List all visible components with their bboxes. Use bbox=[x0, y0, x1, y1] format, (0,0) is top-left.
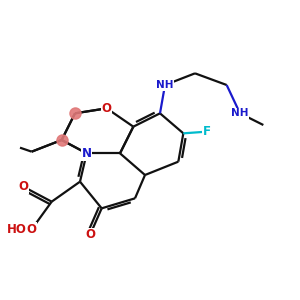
Text: O: O bbox=[102, 102, 112, 115]
Text: N: N bbox=[82, 147, 92, 160]
Text: HO: HO bbox=[7, 223, 27, 236]
Text: NH: NH bbox=[156, 80, 174, 90]
Text: F: F bbox=[203, 125, 211, 138]
Text: O: O bbox=[85, 229, 95, 242]
Text: O: O bbox=[18, 180, 28, 193]
Text: O: O bbox=[27, 223, 37, 236]
Text: NH: NH bbox=[231, 108, 249, 118]
